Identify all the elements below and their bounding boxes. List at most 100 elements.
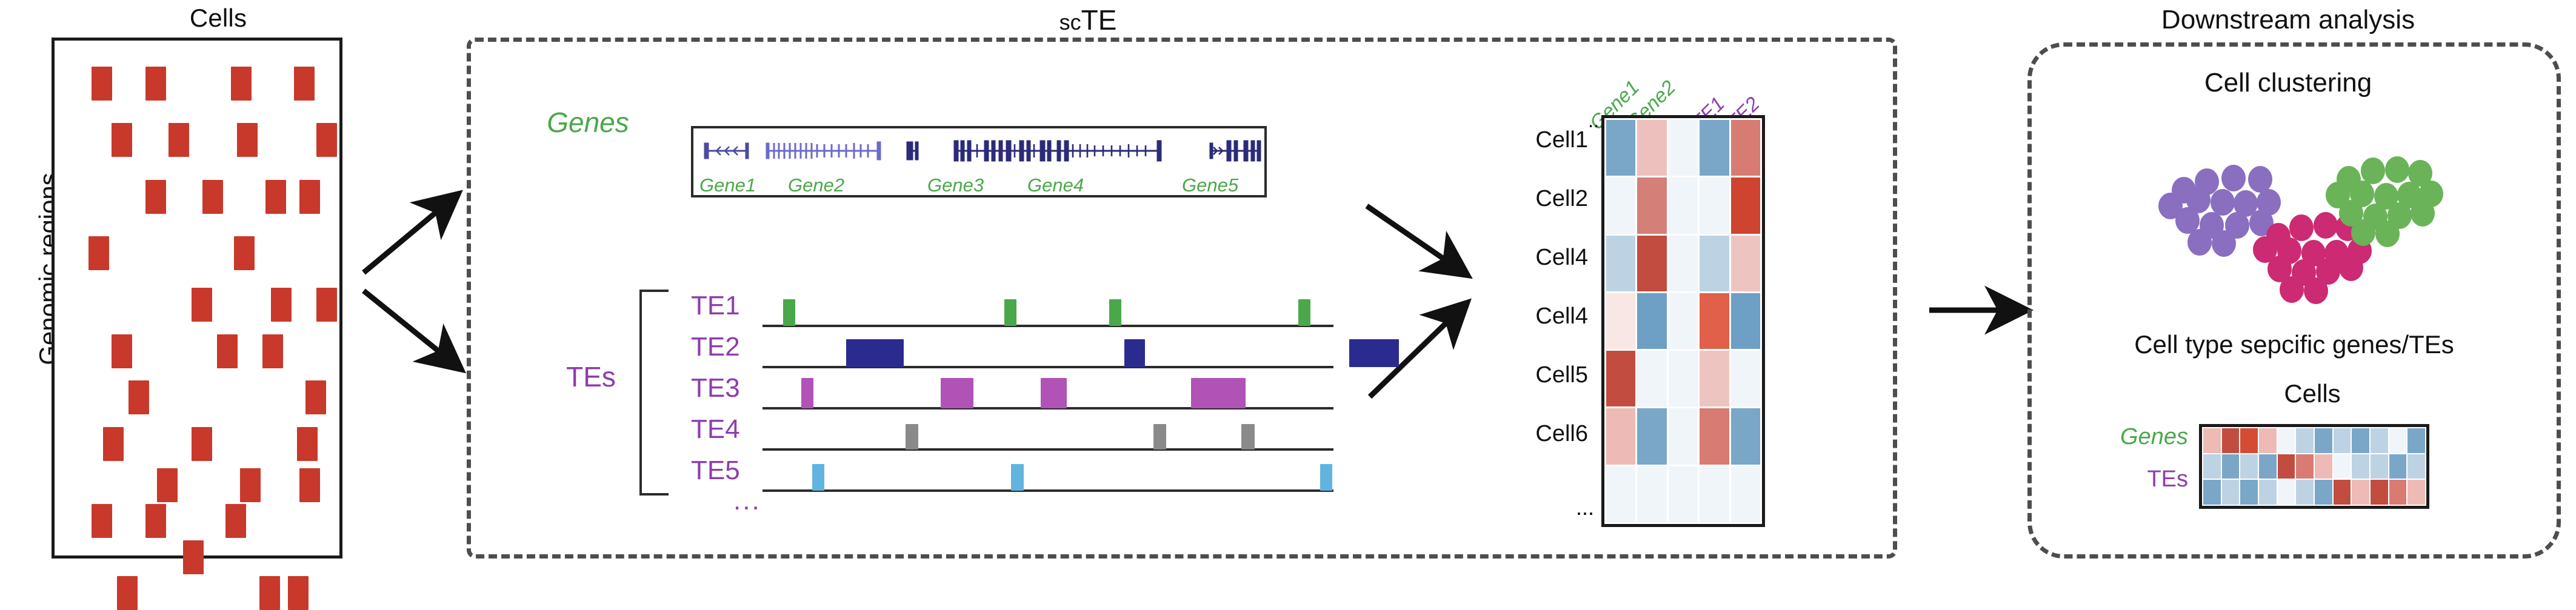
genomic-region-mark	[182, 540, 204, 574]
mini-heatmap-cell	[2240, 454, 2258, 479]
scte-title-suffix: TE	[1081, 4, 1117, 36]
te-element-mark	[1241, 424, 1255, 449]
genomic-region-mark	[202, 179, 224, 214]
te-ellipsis: ...	[733, 486, 761, 516]
matrix-row-label-1: Cell1	[1535, 127, 1588, 153]
te-track-label-1: TE1	[691, 291, 740, 320]
genomic-regions-panel: Cells Genomic regions	[0, 0, 376, 610]
genomic-region-mark	[117, 576, 138, 610]
te-track-row: TE5	[691, 454, 1333, 492]
matrix-cell	[1606, 293, 1636, 350]
arrow-cells-to-genes	[362, 190, 463, 275]
matrix-cell	[1668, 120, 1698, 176]
mini-heatmap-cell	[2203, 480, 2221, 505]
te-element-mark	[812, 464, 824, 491]
genomic-region-mark	[265, 179, 286, 214]
matrix-row-label-4: Cell4	[1535, 303, 1588, 329]
te-track-baseline	[762, 489, 1333, 492]
matrix-cell	[1668, 351, 1698, 407]
mini-heatmap-cell	[2240, 480, 2258, 505]
matrix-cell	[1637, 120, 1667, 176]
downstream-dashed-container	[2027, 42, 2561, 559]
te-track-row: TE1	[691, 290, 1333, 327]
cluster-dot	[2280, 276, 2304, 303]
mini-heatmap-cell	[2296, 428, 2314, 453]
mini-heatmap-tes-label: TEs	[2147, 466, 2188, 492]
matrix-row-ellipsis: ...	[1575, 495, 1594, 520]
matrix-cell	[1668, 177, 1698, 234]
matrix-cell	[1637, 466, 1667, 522]
mini-heatmap-cell	[2203, 428, 2221, 453]
te-element-mark	[1041, 378, 1067, 408]
mini-heatmap-cell	[2296, 454, 2314, 479]
genomic-region-mark	[296, 426, 318, 461]
mini-heatmap-cell	[2389, 428, 2407, 453]
genomic-region-mark	[102, 426, 124, 461]
matrix-cell	[1637, 351, 1667, 407]
matrix-cell	[1668, 408, 1698, 465]
matrix-cell	[1700, 235, 1729, 291]
te-element-mark	[1124, 339, 1146, 367]
matrix-cell	[1700, 408, 1729, 465]
te-element-mark	[846, 339, 904, 367]
matrix-cell	[1606, 177, 1636, 234]
matrix-row-label-5: Cell5	[1535, 362, 1588, 388]
mini-heatmap-genes-label: Genes	[2120, 424, 2188, 449]
mini-heatmap-cell	[2389, 454, 2407, 479]
matrix-cell	[1637, 235, 1667, 291]
te-element-mark	[1109, 299, 1122, 326]
te-element-mark	[1004, 299, 1016, 326]
genomic-region-mark	[112, 334, 132, 368]
cluster-dot	[2211, 189, 2235, 216]
mini-heatmap-cell	[2333, 454, 2351, 479]
genes-label: Genes	[547, 107, 629, 138]
mini-heatmap-cell	[2296, 480, 2314, 505]
cell-clustering-scatter	[2137, 151, 2443, 309]
mini-heatmap-cell	[2221, 428, 2240, 453]
matrix-grid	[1601, 115, 1765, 527]
genomic-region-mark	[88, 236, 110, 270]
mini-heatmap-cell	[2258, 428, 2277, 453]
genomic-region-mark	[299, 468, 321, 502]
genomic-region-mark	[299, 179, 321, 214]
genomic-region-mark	[191, 288, 212, 322]
mini-heatmap-cell	[2314, 454, 2332, 479]
genomic-region-mark	[271, 288, 292, 322]
matrix-row-label-6: Cell6	[1535, 421, 1588, 446]
matrix-cell	[1606, 408, 1636, 465]
tes-group-label: TEs	[566, 361, 616, 393]
te-element-mark	[1011, 464, 1024, 491]
te-track-baseline	[762, 325, 1333, 327]
mini-heatmap-cell	[2314, 428, 2332, 453]
scte-title-prefix: sc	[1059, 10, 1081, 35]
mini-heatmap-cell	[2407, 480, 2425, 505]
mini-heatmap-cell	[2203, 454, 2221, 479]
mini-heatmap-cell	[2277, 454, 2295, 479]
matrix-cell	[1668, 235, 1698, 291]
mini-heatmap-cell	[2352, 428, 2369, 453]
te-track-label-5: TE5	[691, 456, 740, 485]
cluster-dot	[2314, 212, 2338, 239]
mini-heatmap-cell	[2333, 480, 2351, 505]
gene-label-5: Gene5	[1182, 174, 1239, 196]
gene-track-box	[691, 126, 1267, 197]
genomic-region-mark	[225, 504, 246, 538]
mini-heatmap-cell	[2258, 480, 2277, 505]
matrix-row-label-3: Cell4	[1535, 245, 1588, 270]
mini-heatmap-cell	[2370, 454, 2388, 479]
te-element-mark	[1190, 378, 1246, 408]
genomic-region-mark	[262, 334, 284, 368]
matrix-cell	[1606, 235, 1636, 291]
genomic-region-mark	[288, 576, 309, 610]
genomic-region-mark	[112, 123, 132, 157]
cluster-dot	[2289, 214, 2314, 241]
mini-heatmap-cell	[2407, 428, 2425, 453]
te-track-baseline	[762, 407, 1333, 409]
matrix-cell	[1637, 408, 1667, 465]
genomic-region-mark	[236, 123, 258, 157]
matrix-cell	[1700, 293, 1729, 350]
matrix-cell	[1730, 351, 1760, 407]
te-element-mark	[801, 378, 813, 408]
cluster-dot	[2187, 229, 2212, 256]
te-element-mark	[783, 299, 796, 326]
